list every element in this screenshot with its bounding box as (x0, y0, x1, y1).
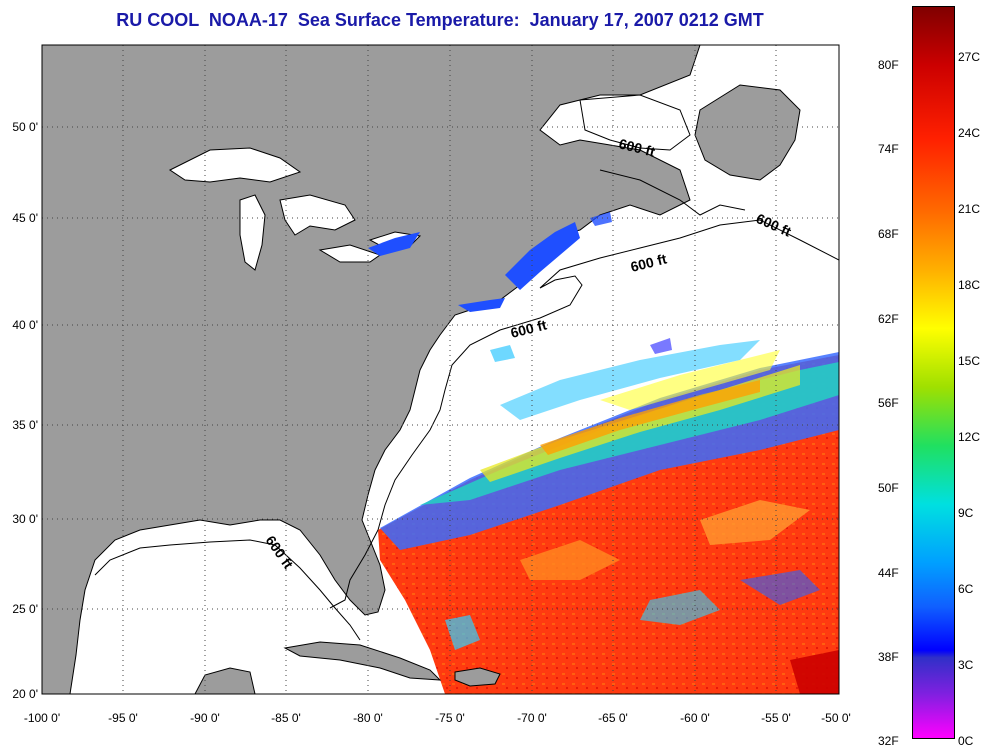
map-title: RU COOL NOAA-17 Sea Surface Temperature:… (116, 10, 764, 30)
x-tick-label: -95 0' (108, 711, 138, 725)
map-frame (41, 44, 840, 695)
x-tick-label: -55 0' (761, 711, 791, 725)
x-tick-label: -85 0' (271, 711, 301, 725)
y-tick-label: 35 0' (12, 418, 38, 432)
y-tick-label: 50 0' (12, 120, 38, 134)
x-axis: -100 0' -95 0' -90 0' -85 0' -80 0' -75 … (24, 711, 851, 725)
celsius-label: 6C (958, 582, 974, 596)
color-scale-bar (912, 6, 955, 739)
x-tick-label: -65 0' (598, 711, 628, 725)
fahrenheit-label: 62F (878, 312, 899, 326)
celsius-label: 27C (958, 50, 981, 64)
celsius-label: 9C (958, 506, 974, 520)
graticule (42, 45, 839, 694)
fahrenheit-label: 38F (878, 650, 899, 664)
fahrenheit-label: 68F (878, 227, 899, 241)
fahrenheit-label: 32F (878, 734, 899, 748)
fahrenheit-label: 74F (878, 142, 899, 156)
land-masses (42, 45, 801, 694)
fahrenheit-label: 50F (878, 481, 899, 495)
x-tick-label: -90 0' (190, 711, 220, 725)
x-tick-label: -100 0' (24, 711, 60, 725)
y-tick-label: 40 0' (12, 318, 38, 332)
y-axis: 50 0' 45 0' 40 0' 35 0' 30 0' 25 0' 20 0… (12, 120, 38, 701)
fahrenheit-label: 44F (878, 566, 899, 580)
x-tick-label: -60 0' (680, 711, 710, 725)
cold-coastal-sst (368, 212, 612, 312)
x-tick-label: -80 0' (353, 711, 383, 725)
y-tick-label: 20 0' (12, 687, 38, 701)
depth-contour (94, 169, 839, 641)
x-tick-label: -70 0' (517, 711, 547, 725)
gulf-st-lawrence (579, 94, 691, 151)
sst-data-region (378, 338, 839, 694)
fahrenheit-label: 80F (878, 58, 899, 72)
x-tick-label: -50 0' (821, 711, 851, 725)
y-tick-label: 30 0' (12, 512, 38, 526)
y-tick-label: 25 0' (12, 602, 38, 616)
celsius-label: 12C (958, 430, 981, 444)
fahrenheit-label: 56F (878, 396, 899, 410)
x-tick-label: -75 0' (435, 711, 465, 725)
celsius-label: 18C (958, 278, 981, 292)
celsius-label: 15C (958, 354, 981, 368)
celsius-label: 0C (958, 734, 974, 748)
celsius-label: 24C (958, 126, 981, 140)
y-tick-label: 45 0' (12, 211, 38, 225)
celsius-label: 3C (958, 658, 974, 672)
celsius-label: 21C (958, 202, 981, 216)
